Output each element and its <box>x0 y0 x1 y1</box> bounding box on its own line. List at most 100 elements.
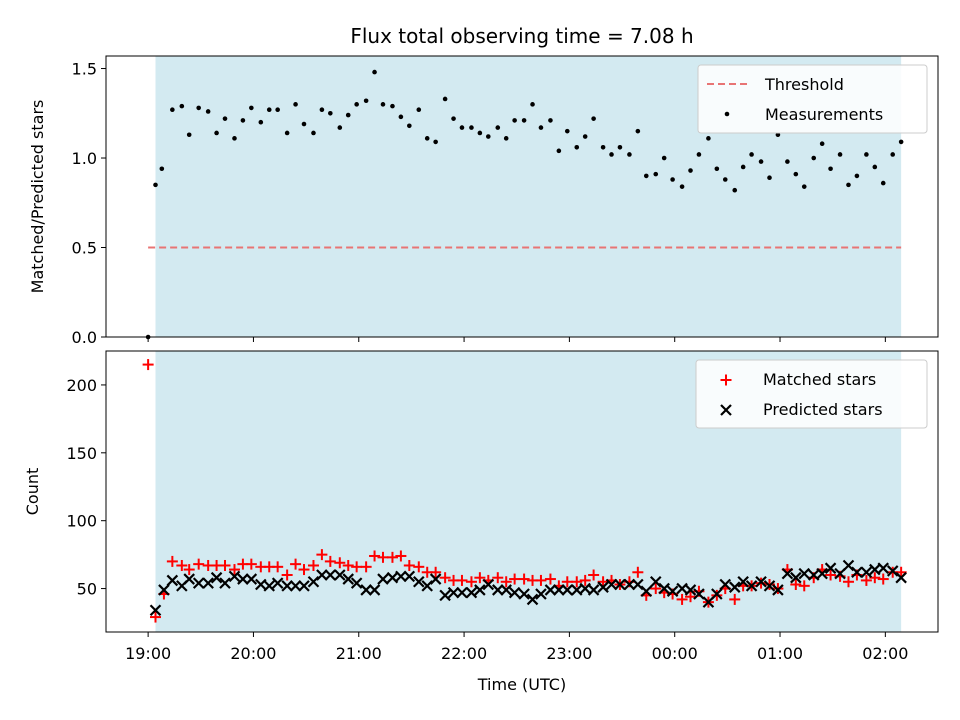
predicted-star-point <box>755 575 767 588</box>
measurement-point <box>591 116 596 121</box>
matched-star-point <box>351 561 363 573</box>
x-tick-label: 23:00 <box>546 644 592 663</box>
measurement-point <box>609 152 614 157</box>
matched-star-point <box>474 572 486 584</box>
measurement-point <box>380 102 386 107</box>
matched-star-point <box>183 564 195 576</box>
matched-star-point <box>245 558 257 570</box>
matched-star-point <box>456 574 468 586</box>
measurement-point <box>775 132 781 138</box>
predicted-star-point <box>518 588 530 600</box>
predicted-star-point <box>263 580 276 592</box>
matched-star-point <box>465 576 477 588</box>
predicted-star-point <box>403 570 416 583</box>
predicted-star-point <box>886 565 899 577</box>
ratio-legend: Threshold Measurements <box>697 64 928 134</box>
matched-star-point <box>395 550 407 562</box>
measurement-point <box>793 171 799 177</box>
legend-threshold-label: Threshold <box>764 75 844 94</box>
measurement-point <box>801 184 807 189</box>
matched-star-point <box>298 564 310 576</box>
measurement-point <box>319 107 325 112</box>
measurement-point <box>643 173 649 179</box>
predicted-star-point <box>842 559 855 572</box>
predicted-star-point <box>719 578 732 591</box>
measurement-point <box>819 141 825 147</box>
measurement-point <box>284 130 290 136</box>
count-y-tick-label: 200 <box>66 376 97 395</box>
measurement-point <box>722 177 728 182</box>
matched-star-point <box>509 573 521 585</box>
measurement-point <box>469 125 474 130</box>
matched-star-point <box>430 566 442 578</box>
ratio-y-tick-label: 1.0 <box>72 149 97 168</box>
measurement-point <box>442 96 448 102</box>
matched-star-point <box>377 551 389 563</box>
predicted-star-point <box>350 577 363 589</box>
predicted-star-point <box>824 562 837 574</box>
measurement-point <box>433 139 438 145</box>
measurement-point <box>459 125 465 130</box>
measurement-point <box>398 114 404 120</box>
predicted-star-point <box>447 586 460 599</box>
measurement-point <box>706 136 711 141</box>
predicted-star-point <box>413 575 425 588</box>
matched-star-point <box>166 555 178 567</box>
measurement-point <box>275 107 280 112</box>
predicted-star-point <box>658 582 670 595</box>
predicted-star-point <box>693 588 705 600</box>
matched-star-point <box>413 561 425 573</box>
predicted-star-point <box>535 588 547 600</box>
measurement-point <box>249 105 254 111</box>
predicted-star-point <box>587 584 600 596</box>
matched-star-point <box>403 559 415 571</box>
matched-star-point <box>877 573 889 585</box>
measurement-point <box>266 107 272 112</box>
x-tick-label: 19:00 <box>125 644 171 663</box>
measurement-point <box>880 180 886 186</box>
matched-star-point <box>193 558 205 570</box>
measurement-point <box>530 102 535 107</box>
matched-star-point <box>869 572 881 584</box>
predicted-star-point <box>465 586 478 599</box>
measurement-point <box>512 118 517 123</box>
matched-star-point <box>650 583 662 595</box>
predicted-star-point <box>210 571 223 584</box>
predicted-star-point <box>798 567 811 580</box>
measurement-point <box>538 125 544 130</box>
predicted-star-point <box>245 573 258 585</box>
measurement-point <box>556 148 562 154</box>
matched-star-point <box>588 569 600 581</box>
matched-star-point <box>149 611 161 623</box>
measurement-point <box>582 134 588 139</box>
legend-matched-label: Matched stars <box>763 370 876 389</box>
predicted-star-point <box>790 571 802 584</box>
predicted-star-point <box>614 578 626 591</box>
measurement-point <box>898 139 904 145</box>
matched-star-point <box>685 591 697 603</box>
x-tick-label: 02:00 <box>862 644 908 663</box>
predicted-star-point <box>851 566 863 579</box>
predicted-star-point <box>597 581 609 593</box>
matched-star-point <box>729 593 741 605</box>
measurement-point <box>363 98 369 104</box>
predicted-star-point <box>289 580 302 592</box>
matched-star-point <box>142 359 154 371</box>
predicted-star-point <box>816 567 828 580</box>
matched-star-point <box>571 576 583 588</box>
predicted-star-point <box>307 575 320 588</box>
measurement-point <box>170 107 175 112</box>
matched-star-point <box>518 573 530 585</box>
count-y-axis-label: Count <box>23 468 42 516</box>
measurement-point <box>222 116 228 121</box>
measurement-point <box>521 118 527 123</box>
legend-measurements-swatch <box>724 111 730 117</box>
measurement-point <box>354 102 359 107</box>
matched-star-point <box>307 559 319 571</box>
measurement-point <box>811 155 817 161</box>
ratio-y-axis-label: Matched/Predicted stars <box>28 100 47 294</box>
predicted-star-point <box>895 571 907 584</box>
matched-star-point <box>579 574 591 586</box>
matched-star-point <box>561 576 573 588</box>
measurement-point <box>600 144 606 150</box>
